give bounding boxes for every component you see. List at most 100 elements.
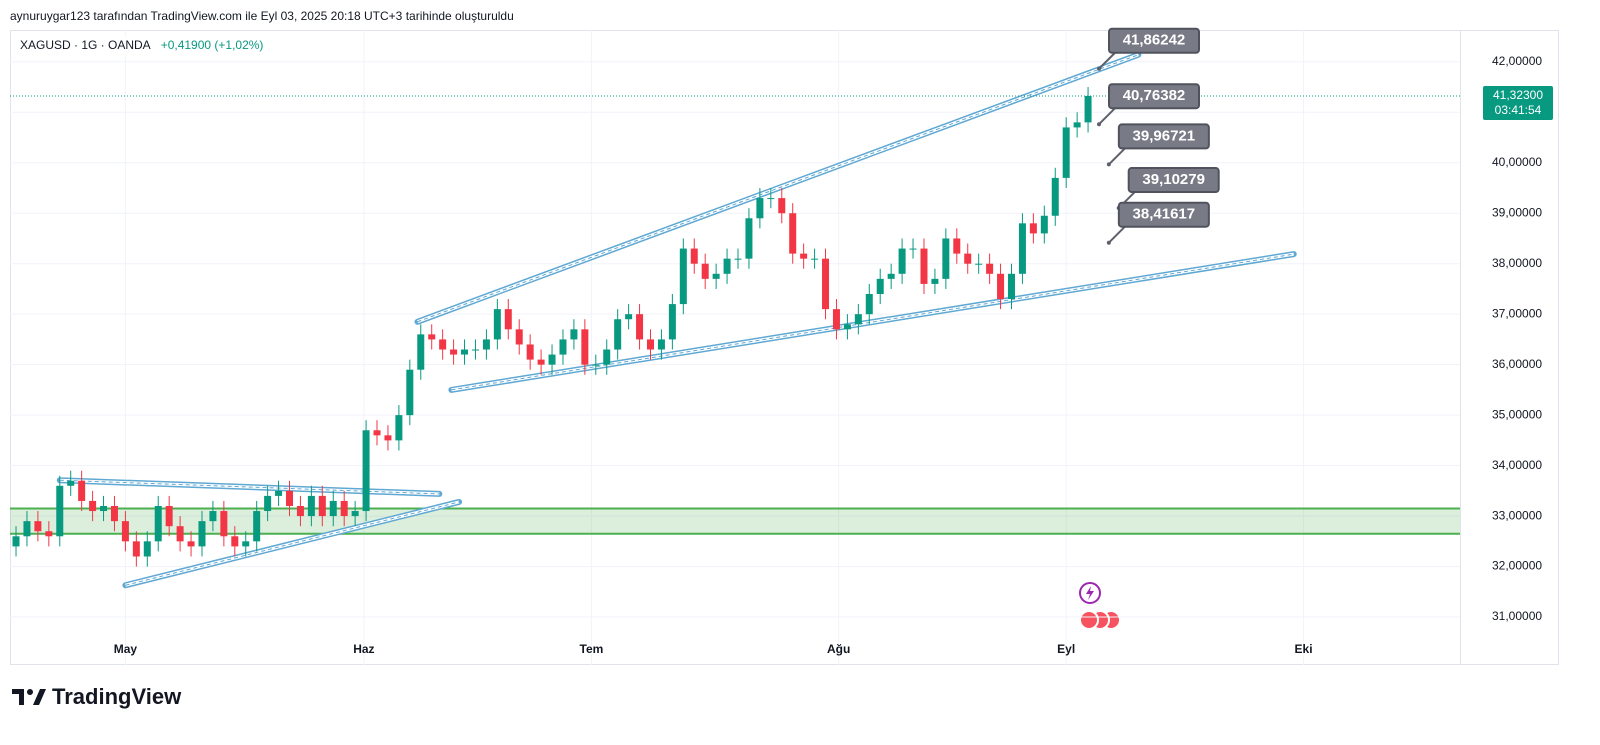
candle-body bbox=[253, 511, 261, 542]
y-tick-label: 32,00000 bbox=[1492, 559, 1542, 573]
candle-body bbox=[701, 263, 709, 279]
y-tick-label: 39,00000 bbox=[1492, 205, 1542, 219]
callout-anchor bbox=[1097, 122, 1102, 127]
candle-body bbox=[811, 258, 819, 260]
candle-body bbox=[362, 430, 370, 512]
candle-body bbox=[264, 495, 272, 512]
x-tick-label: Haz bbox=[353, 642, 374, 656]
callout-label: 39,10279 bbox=[1142, 171, 1205, 188]
brand-logo bbox=[12, 689, 46, 705]
candle-body bbox=[1040, 215, 1048, 234]
candle-body bbox=[657, 339, 665, 350]
candle-body bbox=[548, 354, 556, 365]
y-tick-label: 34,00000 bbox=[1492, 458, 1542, 472]
chart-frame bbox=[10, 30, 1559, 665]
candle-body bbox=[822, 258, 830, 310]
callout-anchor bbox=[1097, 66, 1102, 71]
candle-body bbox=[723, 258, 731, 274]
candle-body bbox=[778, 198, 786, 214]
candle-body bbox=[351, 511, 359, 517]
support-zone bbox=[10, 508, 1460, 534]
y-tick-label: 33,00000 bbox=[1492, 508, 1542, 522]
candle-body bbox=[603, 349, 611, 365]
x-tick-label: Ağu bbox=[827, 642, 850, 656]
candle-body bbox=[975, 263, 983, 265]
candle-body bbox=[887, 273, 895, 279]
callout-label: 40,76382 bbox=[1123, 87, 1186, 104]
candle-body bbox=[406, 369, 414, 416]
candle-body bbox=[275, 490, 283, 496]
candle-body bbox=[373, 430, 381, 436]
callout-label: 39,96721 bbox=[1133, 127, 1196, 144]
candle-body bbox=[942, 238, 950, 279]
candle-body bbox=[384, 435, 392, 441]
y-tick-label: 37,00000 bbox=[1492, 306, 1542, 320]
trend-line-dash bbox=[59, 479, 440, 495]
candle-body bbox=[220, 511, 228, 537]
candle-body bbox=[789, 213, 797, 254]
x-tick-label: Eki bbox=[1295, 642, 1313, 656]
price-label-box bbox=[1483, 85, 1553, 120]
x-tick-label: May bbox=[114, 642, 138, 656]
y-tick-label: 36,00000 bbox=[1492, 357, 1542, 371]
candle-body bbox=[843, 324, 851, 330]
trend-line-dash bbox=[451, 253, 1294, 391]
candle-body bbox=[56, 485, 64, 537]
candle-body bbox=[187, 541, 195, 547]
candle-body bbox=[471, 349, 479, 351]
candle-body bbox=[198, 521, 206, 547]
callout-box bbox=[1117, 123, 1210, 150]
candle-body bbox=[318, 495, 326, 517]
x-tick-label: Tem bbox=[580, 642, 604, 656]
candle-body bbox=[1051, 177, 1059, 216]
candle-body bbox=[340, 500, 348, 517]
candle-body bbox=[23, 521, 31, 537]
price-label: 41,32300 bbox=[1493, 88, 1543, 102]
candle-body bbox=[12, 536, 20, 547]
caption: aynuruygar123 tarafından TradingView.com… bbox=[10, 9, 514, 23]
candle-body bbox=[428, 334, 436, 340]
candle-body bbox=[745, 218, 753, 259]
countdown: 03:41:54 bbox=[1495, 103, 1542, 117]
event-icons bbox=[1079, 582, 1121, 630]
candle-body bbox=[646, 339, 654, 350]
candle-body bbox=[537, 359, 545, 365]
candle-body bbox=[854, 314, 862, 325]
candle-body bbox=[668, 304, 676, 340]
candle-body bbox=[1018, 223, 1026, 274]
candle-body bbox=[110, 505, 118, 522]
y-tick-label: 40,00000 bbox=[1492, 155, 1542, 169]
callout-anchor bbox=[1106, 162, 1111, 167]
candle-body bbox=[1084, 95, 1092, 123]
candle-body bbox=[121, 521, 129, 542]
candle-body bbox=[504, 309, 512, 330]
candle-body bbox=[931, 278, 939, 284]
candle-body bbox=[417, 334, 425, 370]
candle-body bbox=[515, 329, 523, 345]
candle-body bbox=[242, 541, 250, 547]
brand-name: TradingView bbox=[52, 684, 182, 709]
candle-body bbox=[592, 364, 600, 366]
callout-box bbox=[1108, 27, 1201, 54]
candle-body bbox=[570, 329, 578, 340]
x-tick-label: Eyl bbox=[1057, 642, 1075, 656]
symbol-bg bbox=[14, 36, 274, 56]
y-tick-label: 35,00000 bbox=[1492, 407, 1542, 421]
candle-body bbox=[734, 258, 742, 260]
candle-body bbox=[143, 541, 151, 557]
candle-body bbox=[450, 349, 458, 355]
candle-body bbox=[581, 329, 589, 365]
candle-body bbox=[964, 253, 972, 264]
candle-body bbox=[67, 480, 75, 486]
candle-body bbox=[876, 278, 884, 294]
candle-body bbox=[482, 339, 490, 350]
candle-body bbox=[100, 505, 108, 512]
callout-anchor bbox=[1106, 240, 1111, 245]
candle-body bbox=[986, 263, 994, 274]
candle-body bbox=[898, 248, 906, 274]
candle-body bbox=[800, 253, 808, 259]
candle-body bbox=[34, 521, 42, 532]
candle-body bbox=[636, 314, 644, 340]
candle-body bbox=[176, 526, 184, 542]
